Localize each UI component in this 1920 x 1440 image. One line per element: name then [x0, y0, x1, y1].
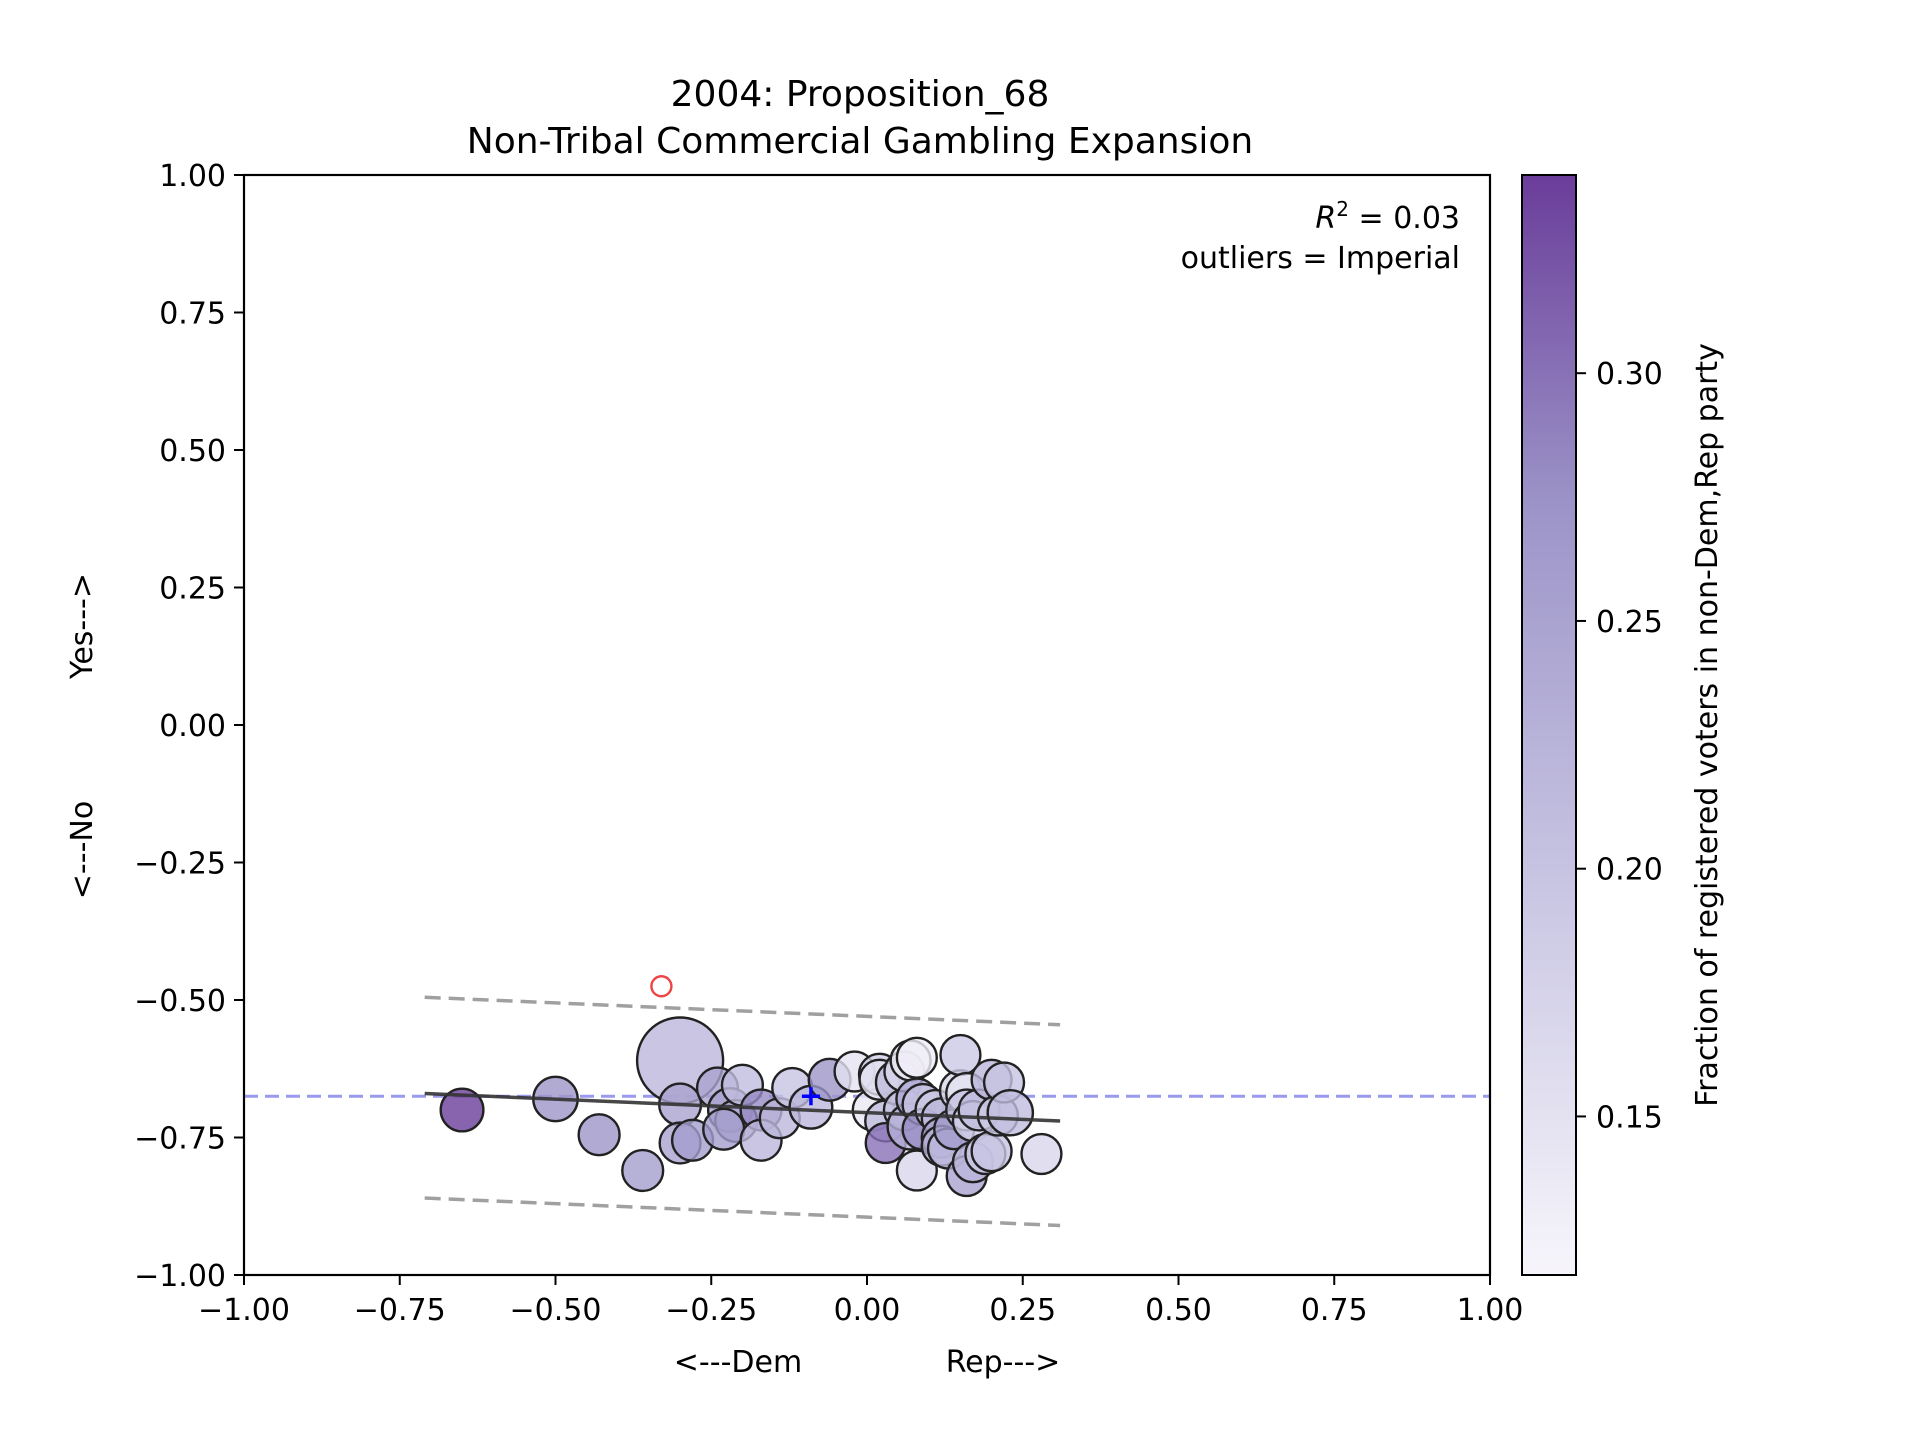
x-tick-label: −0.50: [510, 1293, 602, 1328]
confidence-bound-upper: [424, 995, 1061, 1027]
y-axis-label-no: <---No: [65, 801, 100, 899]
y-tick-label: 1.00: [159, 159, 226, 194]
x-tick-label: 0.00: [834, 1293, 901, 1328]
y-axis-label-yes: Yes--->: [65, 573, 100, 680]
data-point: [986, 1088, 1035, 1137]
regression-line: [424, 1091, 1061, 1123]
x-tick-label: −0.75: [354, 1293, 446, 1328]
colorbar-tick-label: 0.15: [1596, 1100, 1663, 1135]
y-tick-label: −1.00: [134, 1259, 226, 1294]
colorbar-tick-label: 0.25: [1596, 605, 1663, 640]
colorbar-tick-label: 0.30: [1596, 357, 1663, 392]
data-point: [702, 1107, 746, 1151]
colorbar-tick-label: 0.20: [1596, 853, 1663, 888]
data-point: [895, 1036, 938, 1079]
x-tick-label: −0.25: [665, 1293, 757, 1328]
y-tick-label: 0.00: [159, 709, 226, 744]
confidence-bound-lower: [424, 1196, 1061, 1228]
outlier-point: [650, 975, 673, 998]
y-axis: 1.00 0.75 0.50 0.25 0.00 −0.25 −0.50 −0.75 −1.00: [134, 159, 244, 1294]
y-tick-label: −0.25: [134, 847, 226, 882]
y-tick-label: 0.75: [159, 297, 226, 332]
colorbar-axis: 0.15 0.20 0.25 0.30: [1576, 357, 1663, 1135]
outliers-annotation: outliers = Imperial: [1181, 241, 1460, 276]
r2-annotation: R2 = 0.03: [1315, 197, 1460, 236]
x-tick-label: −1.00: [198, 1293, 290, 1328]
colorbar: [1521, 174, 1577, 1276]
x-axis-label-dem: <---Dem: [674, 1345, 802, 1380]
data-point: [577, 1113, 621, 1157]
center-marker: [801, 1087, 820, 1106]
x-tick-label: 0.25: [989, 1293, 1056, 1328]
data-point: [439, 1087, 485, 1133]
colorbar-label: Fraction of registered voters in non-Dem…: [1690, 343, 1725, 1107]
y-tick-label: 0.25: [159, 572, 226, 607]
data-point: [621, 1148, 665, 1193]
x-axis-label-rep: Rep--->: [946, 1345, 1061, 1380]
x-axis: −1.00 −0.75 −0.50 −0.25 0.00 0.25 0.50 0.75 1.00: [198, 1275, 1523, 1328]
x-tick-label: 1.00: [1457, 1293, 1524, 1328]
chart-title-line2: Non-Tribal Commercial Gambling Expansion: [467, 121, 1253, 162]
plot-area: [244, 975, 1490, 1228]
data-point: [970, 1130, 1013, 1173]
y-tick-label: 0.50: [159, 434, 226, 469]
data-point: [1020, 1132, 1063, 1176]
x-tick-label: 0.50: [1145, 1293, 1212, 1328]
x-tick-label: 0.75: [1301, 1293, 1368, 1328]
y-tick-label: −0.75: [134, 1122, 226, 1157]
chart-title-line1: 2004: Proposition_68: [671, 74, 1050, 115]
y-tick-label: −0.50: [134, 984, 226, 1019]
